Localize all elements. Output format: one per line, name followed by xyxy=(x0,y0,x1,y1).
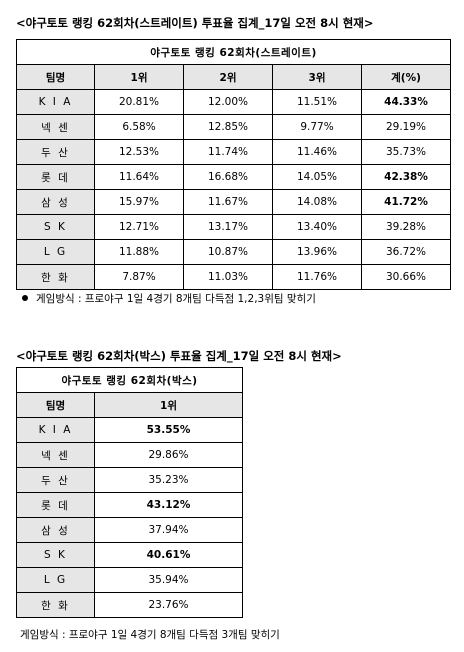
table-row: 삼 성 37.94% xyxy=(16,517,243,543)
total-cell: 39.28% xyxy=(360,214,452,240)
v3-cell: 14.08% xyxy=(272,189,362,215)
team-name-cell: S K xyxy=(16,214,95,240)
header-team: 팀명 xyxy=(16,64,95,90)
table-row: 한 화 23.76% xyxy=(16,592,243,618)
v2-cell: 16.68% xyxy=(183,164,273,190)
total-cell: 41.72% xyxy=(360,189,452,215)
v1-cell: 37.94% xyxy=(94,517,243,543)
straight-note-text: 게임방식 : 프로야구 1일 4경기 8개팀 다득점 1,2,3위팀 맞히기 xyxy=(36,293,316,305)
table-row: S K 40.61% xyxy=(16,542,243,568)
team-name-cell: 롯 데 xyxy=(16,164,95,190)
team-name-cell: K I A xyxy=(16,89,95,115)
team-name-cell: 삼 성 xyxy=(16,517,95,543)
straight-table: 야구토토 랭킹 62회차(스트레이트) 팀명 1위 2위 3위 계(%) K I… xyxy=(15,39,452,290)
team-name-cell: 한 화 xyxy=(16,264,95,290)
v1-cell: 15.97% xyxy=(94,189,184,215)
straight-title-row: 야구토토 랭킹 62회차(스트레이트) xyxy=(15,39,452,65)
box-heading: <야구토토 랭킹 62회차(박스) 투표율 집계_17일 오전 8시 현재> xyxy=(16,349,342,363)
team-name-cell: 한 화 xyxy=(16,592,95,618)
total-cell: 42.38% xyxy=(360,164,452,190)
table-row: 넥 센 6.58% 12.85% 9.77% 29.19% xyxy=(16,114,452,140)
box-note: 게임방식 : 프로야구 1일 4경기 8개팀 다득점 3개팀 맞히기 xyxy=(20,629,280,641)
v2-cell: 12.00% xyxy=(183,89,273,115)
team-name-cell: 롯 데 xyxy=(16,492,95,518)
v3-cell: 13.40% xyxy=(272,214,362,240)
box-header-row: 팀명 1위 xyxy=(16,392,243,418)
v2-cell: 13.17% xyxy=(183,214,273,240)
team-name-cell: S K xyxy=(16,542,95,568)
header-rank-2: 2위 xyxy=(183,64,273,90)
box-table: 야구토토 랭킹 62회차(박스) 팀명 1위 K I A 53.55% 넥 센 29.… xyxy=(16,367,243,618)
table-row: 롯 데 43.12% xyxy=(16,492,243,518)
v2-cell: 11.03% xyxy=(183,264,273,290)
v1-cell: 11.64% xyxy=(94,164,184,190)
header-total: 계(%) xyxy=(360,64,452,90)
v1-cell: 43.12% xyxy=(94,492,243,518)
v1-cell: 7.87% xyxy=(94,264,184,290)
v2-cell: 11.67% xyxy=(183,189,273,215)
v1-cell: 40.61% xyxy=(94,542,243,568)
table-row: K I A 53.55% xyxy=(16,417,243,443)
total-cell: 36.72% xyxy=(360,239,452,265)
table-row: 두 산 35.23% xyxy=(16,467,243,493)
header-rank-3: 3위 xyxy=(272,64,362,90)
v1-cell: 12.71% xyxy=(94,214,184,240)
team-name-cell: 삼 성 xyxy=(16,189,95,215)
straight-heading: <야구토토 랭킹 62회차(스트레이트) 투표율 집계_17일 오전 8시 현재… xyxy=(16,16,374,30)
table-row: 삼 성 15.97% 11.67% 14.08% 41.72% xyxy=(16,189,452,215)
team-name-cell: L G xyxy=(16,239,95,265)
v3-cell: 11.46% xyxy=(272,139,362,165)
box-title-row: 야구토토 랭킹 62회차(박스) xyxy=(16,367,243,393)
v1-cell: 35.23% xyxy=(94,467,243,493)
total-cell: 30.66% xyxy=(360,264,452,290)
v1-cell: 6.58% xyxy=(94,114,184,140)
v2-cell: 11.74% xyxy=(183,139,273,165)
table-row: K I A 20.81% 12.00% 11.51% 44.33% xyxy=(16,89,452,115)
table-row: 롯 데 11.64% 16.68% 14.05% 42.38% xyxy=(16,164,452,190)
table-row: 한 화 7.87% 11.03% 11.76% 30.66% xyxy=(16,264,452,290)
box-header-team: 팀명 xyxy=(16,392,95,418)
total-cell: 44.33% xyxy=(360,89,452,115)
v1-cell: 29.86% xyxy=(94,442,243,468)
straight-note: 게임방식 : 프로야구 1일 4경기 8개팀 다득점 1,2,3위팀 맞히기 xyxy=(22,291,316,306)
box-table-title: 야구토토 랭킹 62회차(박스) xyxy=(16,367,243,393)
table-row: L G 11.88% 10.87% 13.96% 36.72% xyxy=(16,239,452,265)
v3-cell: 13.96% xyxy=(272,239,362,265)
total-cell: 29.19% xyxy=(360,114,452,140)
v1-cell: 53.55% xyxy=(94,417,243,443)
v2-cell: 10.87% xyxy=(183,239,273,265)
v2-cell: 12.85% xyxy=(183,114,273,140)
table-row: L G 35.94% xyxy=(16,567,243,593)
straight-header-row: 팀명 1위 2위 3위 계(%) xyxy=(16,64,452,90)
team-name-cell: L G xyxy=(16,567,95,593)
v3-cell: 14.05% xyxy=(272,164,362,190)
v3-cell: 11.76% xyxy=(272,264,362,290)
total-cell: 35.73% xyxy=(360,139,452,165)
header-rank-1: 1위 xyxy=(94,64,184,90)
table-row: 두 산 12.53% 11.74% 11.46% 35.73% xyxy=(16,139,452,165)
bullet-icon xyxy=(22,295,28,301)
team-name-cell: 넥 센 xyxy=(16,442,95,468)
team-name-cell: 넥 센 xyxy=(16,114,95,140)
v1-cell: 23.76% xyxy=(94,592,243,618)
v1-cell: 35.94% xyxy=(94,567,243,593)
v3-cell: 9.77% xyxy=(272,114,362,140)
v1-cell: 11.88% xyxy=(94,239,184,265)
v3-cell: 11.51% xyxy=(272,89,362,115)
team-name-cell: 두 산 xyxy=(16,467,95,493)
v1-cell: 12.53% xyxy=(94,139,184,165)
table-row: 넥 센 29.86% xyxy=(16,442,243,468)
table-row: S K 12.71% 13.17% 13.40% 39.28% xyxy=(16,214,452,240)
v1-cell: 20.81% xyxy=(94,89,184,115)
straight-table-title: 야구토토 랭킹 62회차(스트레이트) xyxy=(15,39,452,65)
team-name-cell: 두 산 xyxy=(16,139,95,165)
box-header-rank-1: 1위 xyxy=(94,392,243,418)
team-name-cell: K I A xyxy=(16,417,95,443)
